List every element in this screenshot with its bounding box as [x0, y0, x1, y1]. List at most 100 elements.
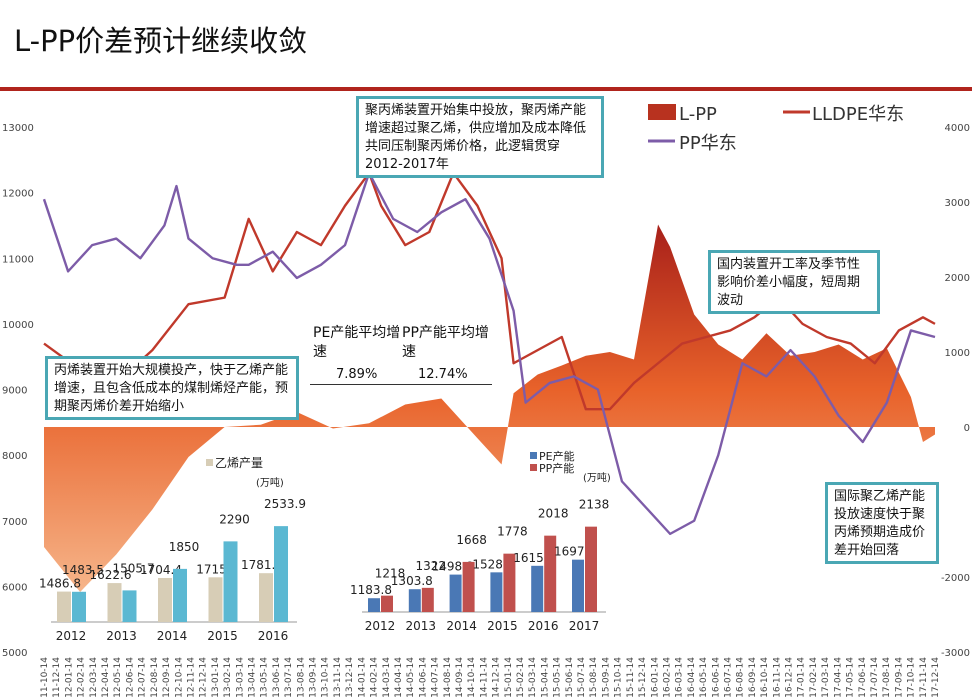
x-tick-label: 2017-01-14 — [797, 657, 807, 698]
x-tick-label: 2012-06-14 — [125, 657, 135, 698]
y2-tick-label: 0 — [964, 423, 970, 434]
x-tick-label: 2016-09-14 — [748, 657, 758, 698]
ethylene-value-label: 1622.6 — [90, 568, 132, 582]
x-tick-label: 2012-01-14 — [64, 657, 74, 698]
x-tick-label: 2015-01-14 — [504, 657, 514, 698]
x-tick-label: 2012-12-14 — [199, 657, 209, 698]
ethylene-bar — [72, 591, 86, 622]
x-tick-label: 2013-11-14 — [333, 657, 343, 698]
x-tick-label: 2012-09-14 — [162, 657, 172, 698]
series-line-lldpe — [43, 171, 936, 411]
y2-tick-label: -2000 — [941, 573, 970, 584]
x-tick-label: 2011-10-14 — [40, 657, 50, 698]
capacity-value-label: 1183.8 — [350, 583, 392, 597]
capacity-value-label: 2138 — [579, 498, 610, 512]
x-tick-label: 2011-12-14 — [52, 657, 62, 698]
x-tick-label: 2017-03-14 — [821, 657, 831, 698]
capacity-category-label: 2015 — [487, 619, 518, 633]
x-tick-label: 2016-08-14 — [736, 657, 746, 698]
capacity-bar — [462, 561, 475, 612]
legend-label-pp: PP华东 — [679, 133, 737, 154]
ethylene-category-label: 2016 — [258, 629, 289, 643]
x-tick-label: 2013-08-14 — [296, 657, 306, 698]
y-tick-label: 11000 — [2, 254, 34, 265]
ethylene-bar — [259, 573, 273, 622]
x-tick-label: 2012-03-14 — [89, 657, 99, 698]
capacity-value-label: 1218 — [375, 567, 406, 581]
x-tick-label: 2013-10-14 — [321, 657, 331, 698]
y2-tick-label: -3000 — [941, 648, 970, 659]
y-tick-label: 7000 — [2, 517, 27, 528]
note-left: 丙烯装置开始大规模投产，快于乙烯产能增速，且包含低成本的煤制烯烃产能，预期聚丙烯… — [45, 356, 299, 420]
x-tick-label: 2015-05-14 — [553, 657, 563, 698]
ethylene-category-label: 2014 — [157, 629, 188, 643]
capacity-bar — [503, 553, 516, 612]
ethylene-category-label: 2012 — [56, 629, 87, 643]
x-tick-label: 2013-04-14 — [247, 657, 257, 698]
x-tick-label: 2012-05-14 — [113, 657, 123, 698]
capacity-unit: (万吨) — [583, 471, 611, 484]
x-tick-label: 2012-07-14 — [138, 657, 148, 698]
x-tick-label: 2017-12-14 — [931, 657, 941, 698]
capacity-category-label: 2014 — [446, 619, 477, 633]
note-right-mid: 国内装置开工率及季节性影响价差小幅度，短周期波动 — [708, 250, 880, 314]
x-tick-label: 2012-02-14 — [77, 657, 87, 698]
note-top: 聚丙烯装置开始集中投放，聚丙烯产能增速超过聚乙烯，供应增加及成本降低共同压制聚丙… — [356, 96, 604, 178]
capacity-bar — [368, 598, 380, 612]
x-tick-label: 2016-12-14 — [785, 657, 795, 698]
ethylene-category-label: 2015 — [207, 629, 238, 643]
ethylene-bar — [158, 577, 172, 622]
growth-rule — [310, 384, 492, 385]
x-tick-label: 2017-06-14 — [858, 657, 868, 698]
y-tick-label: 8000 — [2, 451, 27, 462]
capacity-bar — [572, 559, 584, 612]
legend-label-lldpe: LLDPE华东 — [812, 104, 904, 125]
x-tick-label: 2014-04-14 — [394, 657, 404, 698]
y-tick-label: 6000 — [2, 582, 27, 593]
x-tick-label: 2012-04-14 — [101, 657, 111, 698]
pp-growth-value: 12.74% — [418, 367, 468, 382]
x-tick-label: 2012-11-14 — [186, 657, 196, 698]
capacity-bar — [585, 526, 597, 612]
x-tick-label: 2013-12-14 — [345, 657, 355, 698]
legend-label-lpp: L-PP — [679, 104, 717, 125]
series-area-lpp — [44, 224, 935, 592]
title-divider — [0, 87, 972, 91]
x-tick-label: 2015-03-14 — [528, 657, 538, 698]
x-tick-label: 2013-05-14 — [260, 657, 270, 698]
capacity-legend-swatch-pp — [530, 464, 537, 471]
y2-tick-label: 2000 — [945, 273, 970, 284]
x-tick-label: 2017-04-14 — [833, 657, 843, 698]
y-tick-label: 10000 — [2, 320, 34, 331]
x-tick-label: 2015-07-14 — [577, 657, 587, 698]
ethylene-value-label: 1715 — [196, 562, 227, 576]
capacity-bar — [531, 565, 544, 612]
capacity-category-label: 2012 — [365, 619, 396, 633]
x-tick-label: 2017-11-14 — [919, 657, 929, 698]
capacity-value-label: 1322 — [416, 559, 447, 573]
x-tick-label: 2013-07-14 — [284, 657, 294, 698]
x-tick-label: 2013-09-14 — [309, 657, 319, 698]
capacity-category-label: 2013 — [406, 619, 437, 633]
y-tick-label: 13000 — [2, 123, 34, 134]
x-tick-label: 2017-02-14 — [809, 657, 819, 698]
x-tick-label: 2016-06-14 — [711, 657, 721, 698]
x-tick-label: 2017-08-14 — [882, 657, 892, 698]
capacity-bar — [381, 595, 393, 612]
x-tick-label: 2014-02-14 — [370, 657, 380, 698]
ethylene-value-label: 2290 — [219, 512, 250, 526]
x-tick-label: 2015-09-14 — [601, 657, 611, 698]
x-tick-label: 2016-01-14 — [650, 657, 660, 698]
y2-tick-label: 4000 — [945, 123, 970, 134]
x-tick-label: 2013-02-14 — [223, 657, 233, 698]
x-tick-label: 2015-08-14 — [589, 657, 599, 698]
capacity-legend-swatch-pe — [530, 452, 537, 459]
ethylene-value-label: 1704.4 — [140, 563, 182, 577]
ethylene-bar — [223, 541, 238, 622]
x-tick-label: 2014-11-14 — [479, 657, 489, 698]
x-tick-label: 2015-04-14 — [540, 657, 550, 698]
capacity-bar — [490, 572, 503, 612]
y-tick-label: 9000 — [2, 386, 27, 397]
ethylene-unit: (万吨) — [256, 476, 284, 489]
